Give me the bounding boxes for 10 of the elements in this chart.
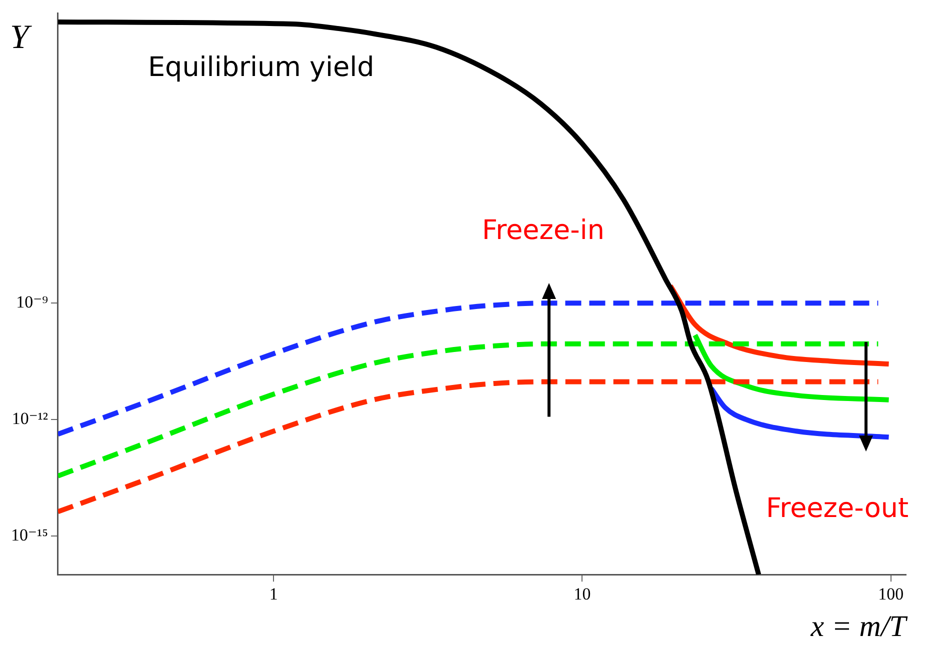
annotation: Freeze-in — [482, 215, 604, 248]
y-tick-label: 10⁻⁹ — [16, 292, 48, 312]
y-tick-label: 10⁻¹⁵ — [10, 525, 48, 544]
x-tick-label: 1 — [269, 584, 278, 604]
annotation: Freeze-out — [766, 493, 909, 526]
y-tick-label: 10⁻¹² — [12, 408, 48, 428]
x-tick-label: 10 — [574, 584, 591, 604]
x-tick-label: 100 — [878, 584, 904, 604]
x-axis-title: x = m/T — [810, 610, 908, 643]
annotation: Equilibrium yield — [148, 52, 374, 84]
